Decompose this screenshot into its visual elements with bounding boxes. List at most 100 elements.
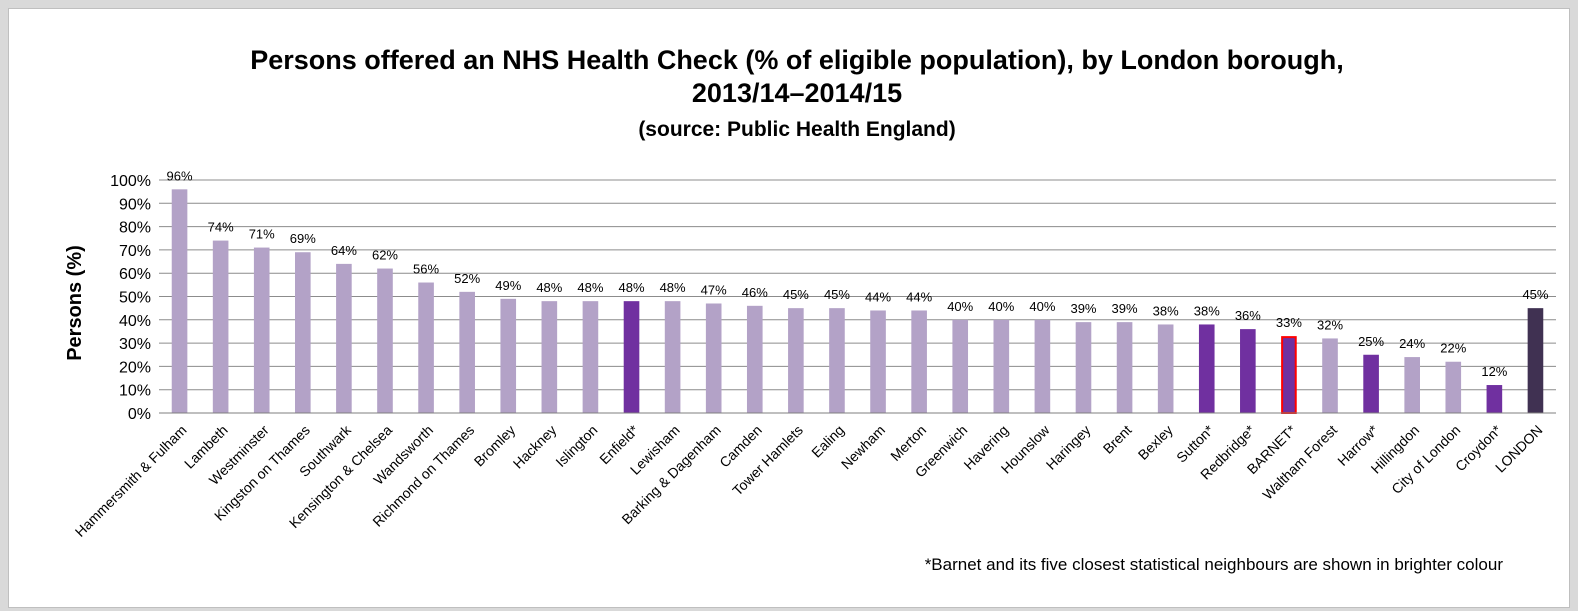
- value-label: 33%: [1276, 315, 1302, 330]
- bar: [336, 263, 352, 413]
- bar: [1281, 336, 1297, 414]
- value-label: 52%: [454, 271, 480, 286]
- y-tick-label: 30%: [119, 336, 151, 353]
- category-label: Haringey: [1043, 422, 1094, 473]
- category-label: Bexley: [1135, 422, 1176, 463]
- value-label: 38%: [1153, 303, 1179, 318]
- bar: [1198, 324, 1215, 413]
- y-tick-label: 100%: [110, 173, 151, 190]
- y-tick-label: 10%: [119, 383, 151, 400]
- value-label: 64%: [331, 243, 357, 258]
- bar: [1363, 354, 1379, 413]
- category-label: Brent: [1100, 422, 1135, 457]
- y-tick-label: 50%: [119, 290, 151, 307]
- value-label: 12%: [1481, 364, 1507, 379]
- value-label: 48%: [536, 280, 562, 295]
- y-tick-label: 20%: [119, 359, 151, 376]
- value-label: 32%: [1317, 317, 1343, 332]
- value-label: 46%: [742, 285, 768, 300]
- value-label: 74%: [208, 220, 234, 235]
- bar: [705, 303, 722, 413]
- chart-title-line1: Persons offered an NHS Health Check (% o…: [250, 45, 1344, 75]
- value-label: 48%: [618, 280, 644, 295]
- bar: [377, 268, 393, 413]
- category-label: Newham: [838, 422, 888, 472]
- y-tick-label: 40%: [119, 313, 151, 330]
- bar: [664, 301, 681, 413]
- value-label: 48%: [577, 280, 603, 295]
- bar: [1116, 322, 1133, 413]
- value-label: 44%: [865, 289, 891, 304]
- value-label: 40%: [988, 299, 1014, 314]
- value-label: 47%: [701, 282, 727, 297]
- bar: [623, 301, 640, 413]
- value-label: 45%: [824, 287, 850, 302]
- chart-subtitle: (source: Public Health England): [638, 118, 955, 141]
- y-tick-label: 70%: [119, 243, 151, 260]
- bar: [171, 189, 188, 413]
- gridlines: [159, 179, 1556, 391]
- category-label: Waltham Forest: [1259, 422, 1340, 503]
- bar: [993, 319, 1010, 413]
- value-label: 39%: [1070, 301, 1096, 316]
- value-label: 49%: [495, 278, 521, 293]
- chart-frame: Persons offered an NHS Health Check (% o…: [8, 8, 1570, 608]
- value-label: 24%: [1399, 336, 1425, 351]
- bar: [1157, 324, 1174, 413]
- value-label: 71%: [249, 227, 275, 242]
- bar: [1034, 319, 1051, 413]
- bar: [541, 301, 558, 413]
- y-tick-labels: 0% 10% 20% 30% 40% 50% 60% 70% 80% 90% 100%: [110, 173, 151, 423]
- bar: [746, 305, 763, 413]
- value-label: 40%: [947, 299, 973, 314]
- bar: [788, 308, 804, 413]
- value-label: 48%: [660, 280, 686, 295]
- bar: [870, 310, 886, 413]
- value-label: 69%: [290, 231, 316, 246]
- bar: [952, 319, 969, 413]
- value-label: 62%: [372, 248, 398, 263]
- value-label: 56%: [413, 262, 439, 277]
- bar: [1240, 329, 1256, 413]
- bar: [1404, 357, 1420, 413]
- y-tick-label: 0%: [128, 406, 151, 423]
- y-axis-label: Persons (%): [64, 245, 86, 361]
- chart-title-line2: 2013/14–2014/15: [692, 78, 902, 108]
- bar: [829, 308, 845, 413]
- bar: [459, 291, 475, 413]
- category-label: Hammersmith & Fulham: [72, 422, 190, 540]
- value-label: 40%: [1029, 299, 1055, 314]
- bar: [418, 282, 434, 413]
- value-label: 22%: [1440, 341, 1466, 356]
- category-label: Hackney: [510, 422, 560, 472]
- chart-footnote: *Barnet and its five closest statistical…: [925, 555, 1504, 574]
- bar: [1486, 385, 1503, 413]
- y-tick-label: 90%: [119, 196, 151, 213]
- bar: [1075, 322, 1092, 413]
- bar: [582, 301, 599, 413]
- category-label: Ealing: [808, 422, 847, 461]
- value-label: 36%: [1235, 308, 1261, 323]
- value-label: 96%: [167, 168, 193, 183]
- bars: [171, 189, 1544, 414]
- y-tick-label: 60%: [119, 266, 151, 283]
- category-label: Islington: [552, 422, 600, 470]
- value-label: 25%: [1358, 334, 1384, 349]
- value-label: 39%: [1112, 301, 1138, 316]
- bar: [1322, 338, 1338, 413]
- y-tick-label: 80%: [119, 220, 151, 237]
- value-label: 45%: [783, 287, 809, 302]
- value-label: 45%: [1522, 287, 1548, 302]
- value-labels: 96% 74% 71% 69% 64% 62% 56% 52% 49% 48% 48% 48% 48% 4…: [167, 168, 1549, 379]
- value-label: 44%: [906, 289, 932, 304]
- bar: [295, 252, 311, 413]
- category-labels: Hammersmith & FulhamLambethWestminsterKi…: [72, 421, 1546, 540]
- bar: [911, 310, 927, 413]
- bar: [1527, 308, 1544, 413]
- bar: [212, 240, 229, 413]
- bar: [1445, 361, 1462, 413]
- bar: [253, 247, 270, 413]
- bar: [500, 298, 517, 413]
- value-label: 38%: [1194, 303, 1220, 318]
- bar-chart: Persons offered an NHS Health Check (% o…: [64, 45, 1556, 574]
